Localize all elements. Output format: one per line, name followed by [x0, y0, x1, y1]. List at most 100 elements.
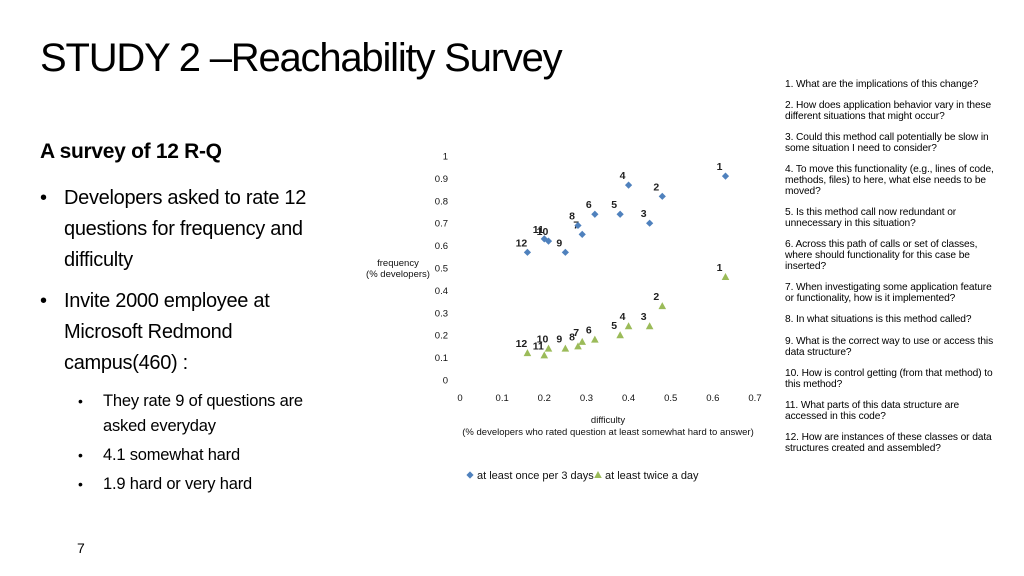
data-label: 1 [717, 161, 723, 173]
triangle-point [645, 322, 654, 330]
bullet-item: • Developers asked to rate 12 questions … [40, 183, 340, 276]
question-item: 12. How are instances of these classes o… [785, 432, 992, 454]
bullet-glyph: • [78, 476, 83, 492]
y-axis-title: frequency [377, 258, 419, 269]
data-label: 11 [533, 224, 544, 236]
legend-label: at least once per 3 days [477, 470, 594, 482]
triangle-point [523, 349, 532, 357]
x-tick-label: 0.6 [706, 393, 719, 404]
data-label: 4 [620, 311, 626, 323]
question-item: 8. In what situations is this method cal… [785, 314, 972, 326]
diamond-point [624, 181, 633, 189]
diamond-point [591, 210, 599, 218]
y-tick-label: 0.1 [435, 353, 448, 364]
data-label: 5 [611, 199, 617, 211]
legend-triangle-marker [594, 471, 602, 478]
x-tick-label: 0.1 [496, 393, 509, 404]
bullet-list: • Developers asked to rate 12 questions … [40, 183, 340, 497]
question-item: 5. Is this method call now redundant or … [785, 207, 957, 230]
x-tick-label: 0.7 [748, 393, 761, 404]
bullet-glyph: • [78, 393, 83, 409]
page-number: 7 [77, 540, 85, 556]
data-label: 8 [569, 331, 575, 343]
sub-bullet-item: • They rate 9 of questions are asked eve… [40, 389, 340, 439]
scatter-chart: 00.10.20.30.40.50.60.70.80.910 0.1 0.2 0.3 0… [366, 152, 762, 483]
triangle-point [574, 342, 582, 350]
data-label: 2 [653, 181, 659, 193]
triangle-point [561, 344, 570, 352]
diamond-point [523, 248, 532, 256]
bullet-text: Developers asked to rate 12 questions fo… [64, 187, 307, 271]
question-item: 10. How is control getting (from that me… [785, 367, 993, 390]
question-item: 2. How does application behavior vary in… [785, 100, 992, 123]
bullet-glyph: • [40, 290, 47, 312]
question-item: 9. What is the correct way to use or acc… [785, 335, 994, 358]
data-label: 2 [653, 291, 659, 303]
y-tick-label: 0.4 [435, 286, 448, 297]
sub-bullet-item: • 1.9 hard or very hard [40, 472, 340, 497]
diamond-point [574, 221, 582, 230]
data-label: 9 [556, 334, 562, 346]
y-axis-subtitle: (% developers) [366, 269, 430, 280]
data-label: 3 [641, 208, 647, 220]
x-tick-label: 0.2 [538, 393, 551, 404]
diamond-point [658, 192, 666, 200]
data-label: 9 [556, 237, 562, 249]
data-label: 3 [641, 311, 647, 323]
triangle-point [591, 335, 599, 343]
y-tick-label: 0.6 [435, 241, 448, 252]
data-label: 12 [516, 338, 528, 350]
bullet-text: Invite 2000 employee at Microsoft Redmon… [64, 290, 270, 374]
data-label: 8 [569, 210, 575, 222]
triangle-point [540, 351, 549, 359]
y-tick-label: 1 [443, 152, 448, 163]
y-tick-label: 0.9 [435, 174, 448, 185]
diamond-point [578, 230, 586, 238]
y-tick-label: 0.5 [435, 264, 448, 275]
triangle-point [658, 302, 667, 310]
bullet-item: • Invite 2000 employee at Microsoft Redm… [40, 286, 340, 379]
data-label: 5 [611, 320, 617, 332]
triangle-point [721, 272, 730, 280]
data-label: 12 [516, 237, 528, 249]
data-label: 1 [717, 262, 723, 274]
y-tick-label: 0.8 [435, 196, 448, 207]
data-label: 4 [620, 170, 626, 182]
legend-diamond-marker [466, 471, 474, 479]
sub-bullet-text: They rate 9 of questions are asked every… [103, 392, 303, 435]
triangle-point [578, 337, 587, 345]
x-tick-label: 0.5 [664, 393, 677, 404]
x-tick-label: 0.3 [580, 393, 593, 404]
data-label: 7 [573, 327, 579, 339]
y-tick-label: 0 [443, 376, 448, 387]
question-list: 1. What are the implications of this cha… [785, 79, 999, 465]
slide-title: STUDY 2 –Reachability Survey [40, 36, 563, 80]
data-label: 6 [586, 325, 592, 337]
data-label: 10 [537, 226, 549, 238]
question-item: 4. To move this functionality (e.g., lin… [785, 164, 994, 198]
diamond-point [561, 248, 569, 256]
data-label: 10 [537, 334, 549, 346]
diamond-point [721, 172, 730, 180]
x-axis-title: difficulty [591, 415, 625, 426]
sub-bullet-text: 1.9 hard or very hard [103, 475, 252, 493]
question-item: 3. Could this method call potentially be… [785, 132, 989, 155]
y-tick-label: 0.2 [435, 331, 448, 342]
diamond-point [646, 219, 654, 227]
question-item: 6. Across this path of calls or set of c… [785, 239, 978, 273]
data-label: 6 [586, 199, 592, 211]
x-tick-label: 0 [457, 393, 462, 404]
sub-bullet-item: • 4.1 somewhat hard [40, 443, 340, 468]
y-tick-label: 0.3 [435, 308, 448, 319]
question-item: 1. What are the implications of this cha… [785, 79, 979, 90]
bullet-glyph: • [78, 447, 83, 463]
triangle-point [616, 331, 624, 339]
x-axis-subtitle: (% developers who rated question at leas… [462, 427, 754, 438]
triangle-point [544, 344, 553, 352]
triangle-point [624, 322, 633, 330]
x-tick-label: 0.4 [622, 393, 635, 404]
sub-bullet-text: 4.1 somewhat hard [103, 446, 240, 464]
diamond-point [616, 210, 624, 218]
y-tick-label: 0.7 [435, 219, 448, 230]
data-label: 11 [533, 340, 544, 352]
